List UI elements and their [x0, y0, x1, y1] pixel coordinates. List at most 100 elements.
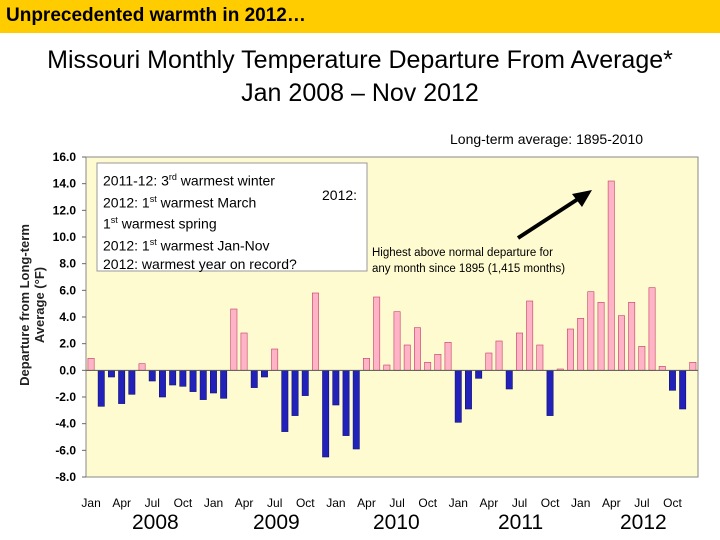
annotation-line-5: 2012: warmest year on record? [103, 255, 297, 272]
bar [383, 364, 391, 371]
bar [118, 369, 126, 404]
x-tick-label: Jan [449, 496, 468, 510]
x-tick-label: Apr [480, 496, 499, 510]
bar [668, 369, 676, 391]
bar [454, 369, 462, 423]
annotation-line-2: 2012: 1st warmest March [103, 193, 257, 211]
y-tick-label: -8.0 [55, 470, 76, 484]
x-tick-label: Apr [112, 496, 131, 510]
annotation-2012-label: 2012: [322, 187, 358, 203]
records-annotation: 2011-12: 3rd warmest winter 2012: 1st wa… [103, 168, 297, 273]
bar [291, 369, 299, 416]
bar [485, 352, 493, 371]
bar [301, 369, 309, 396]
chart-title-line2: Jan 2008 – Nov 2012 [241, 79, 479, 107]
y-tick-label: 0.0 [59, 363, 76, 377]
bar [179, 369, 187, 387]
bar [679, 369, 687, 410]
x-tick-label: Apr [357, 496, 376, 510]
bar [689, 361, 697, 371]
annotation-line-3: 1st warmest spring [103, 215, 217, 232]
bar [148, 369, 156, 382]
reference-period-note: Long-term average: 1895-2010 [450, 131, 644, 147]
bar [444, 341, 452, 371]
bar [240, 332, 248, 371]
record-arrow-line [516, 197, 580, 240]
x-tick-label: Jan [81, 496, 100, 510]
bar [658, 365, 666, 371]
bar [210, 369, 217, 394]
x-tick-label: Oct [418, 496, 437, 510]
bar [138, 363, 146, 371]
x-tick-label: Jul [634, 496, 649, 510]
x-tick-label: Apr [602, 496, 621, 510]
bar [424, 361, 432, 371]
bar [597, 301, 605, 371]
bar [566, 328, 574, 371]
annotation-line-1: 2011-12: 3rd warmest winter [103, 172, 275, 189]
chart-title: Missouri Monthly Temperature Departure F… [0, 44, 720, 110]
bar [413, 327, 421, 371]
bar [648, 287, 656, 371]
bar [189, 369, 197, 392]
year-label-2012: 2012 [620, 511, 667, 534]
bar [128, 369, 136, 395]
highest-departure-note: Highest above normal departure for any m… [372, 245, 565, 277]
bar [526, 300, 534, 371]
bar [638, 345, 646, 371]
bar [169, 369, 177, 386]
bar [607, 180, 615, 371]
bar [97, 369, 105, 407]
bar [464, 369, 472, 410]
bar [475, 369, 483, 379]
y-tick-label: -2.0 [55, 390, 76, 404]
banner-title: Unprecedented warmth in 2012… [6, 5, 306, 26]
bar [322, 369, 330, 458]
year-label-2008: 2008 [132, 511, 179, 534]
x-tick-label: Oct [541, 496, 560, 510]
bar [617, 315, 625, 371]
bar [505, 369, 513, 390]
bar [342, 369, 350, 436]
bar [495, 340, 503, 371]
y-tick-label: 14.0 [53, 177, 77, 191]
bar [230, 308, 238, 371]
bar [536, 344, 544, 371]
bar [403, 344, 411, 371]
y-tick-label: -6.0 [55, 443, 76, 457]
x-tick-label: Oct [174, 496, 193, 510]
y-tick-label: 2.0 [59, 337, 76, 351]
header-banner: Unprecedented warmth in 2012… [0, 0, 720, 33]
bar [199, 369, 207, 400]
bar [220, 369, 228, 399]
bar [434, 353, 442, 371]
bar [108, 369, 115, 378]
bar [628, 301, 636, 371]
x-tick-label: Oct [663, 496, 682, 510]
y-tick-label: 6.0 [59, 283, 76, 297]
x-tick-label: Jan [204, 496, 223, 510]
bar [515, 332, 523, 371]
x-tick-label: Jul [512, 496, 527, 510]
bar [271, 348, 279, 371]
x-tick-label: Jul [267, 496, 282, 510]
x-tick-label: Jan [571, 496, 590, 510]
bar [587, 291, 595, 371]
x-tick-label: Jul [389, 496, 404, 510]
chart-title-line1: Missouri Monthly Temperature Departure F… [47, 46, 673, 74]
y-tick-label: 16.0 [53, 150, 77, 164]
x-tick-label: Jan [326, 496, 345, 510]
bar [250, 369, 258, 388]
year-label-2010: 2010 [373, 511, 420, 534]
bar [311, 292, 319, 371]
bar [362, 357, 370, 371]
bar [373, 296, 381, 371]
x-tick-label: Apr [235, 496, 254, 510]
x-tick-label: Oct [296, 496, 315, 510]
highest-note-line1: Highest above normal departure for [372, 247, 553, 259]
bar [577, 317, 585, 371]
annotation-line-4: 2012: 1st warmest Jan-Nov [103, 236, 270, 254]
y-tick-label: 8.0 [59, 257, 76, 271]
highest-note-line2: any month since 1895 (1,415 months) [372, 263, 566, 275]
